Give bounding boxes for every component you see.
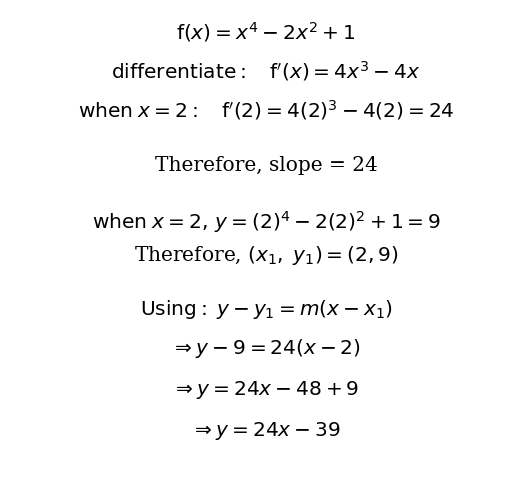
Text: Therefore, slope = 24: Therefore, slope = 24: [155, 156, 377, 175]
Text: $\Rightarrow y = 24x - 48 + 9$: $\Rightarrow y = 24x - 48 + 9$: [172, 378, 360, 401]
Text: $\Rightarrow y = 24x - 39$: $\Rightarrow y = 24x - 39$: [191, 420, 341, 442]
Text: $\mathrm{f}(x) = x^4 - 2x^2 + 1$: $\mathrm{f}(x) = x^4 - 2x^2 + 1$: [177, 19, 355, 44]
Text: $\mathrm{when}\; x = 2{:} \quad \mathrm{f}'(2) = 4(2)^3 - 4(2) = 24$: $\mathrm{when}\; x = 2{:} \quad \mathrm{…: [78, 97, 454, 122]
Text: $\Rightarrow y - 9 = 24(x - 2)$: $\Rightarrow y - 9 = 24(x - 2)$: [171, 337, 361, 360]
Text: $\mathrm{when}\; x = 2,\, y = (2)^4 - 2(2)^2 + 1 = 9$: $\mathrm{when}\; x = 2,\, y = (2)^4 - 2(…: [92, 208, 440, 235]
Text: Therefore, $(x_1,\; y_1) = (2, 9)$: Therefore, $(x_1,\; y_1) = (2, 9)$: [134, 244, 398, 267]
Text: $\mathrm{differentiate{:}} \quad \mathrm{f}'(x) = 4x^3 - 4x$: $\mathrm{differentiate{:}} \quad \mathrm…: [111, 58, 421, 83]
Text: $\mathrm{Using{:}}\; y - y_1 = m(x - x_1)$: $\mathrm{Using{:}}\; y - y_1 = m(x - x_1…: [139, 298, 393, 321]
